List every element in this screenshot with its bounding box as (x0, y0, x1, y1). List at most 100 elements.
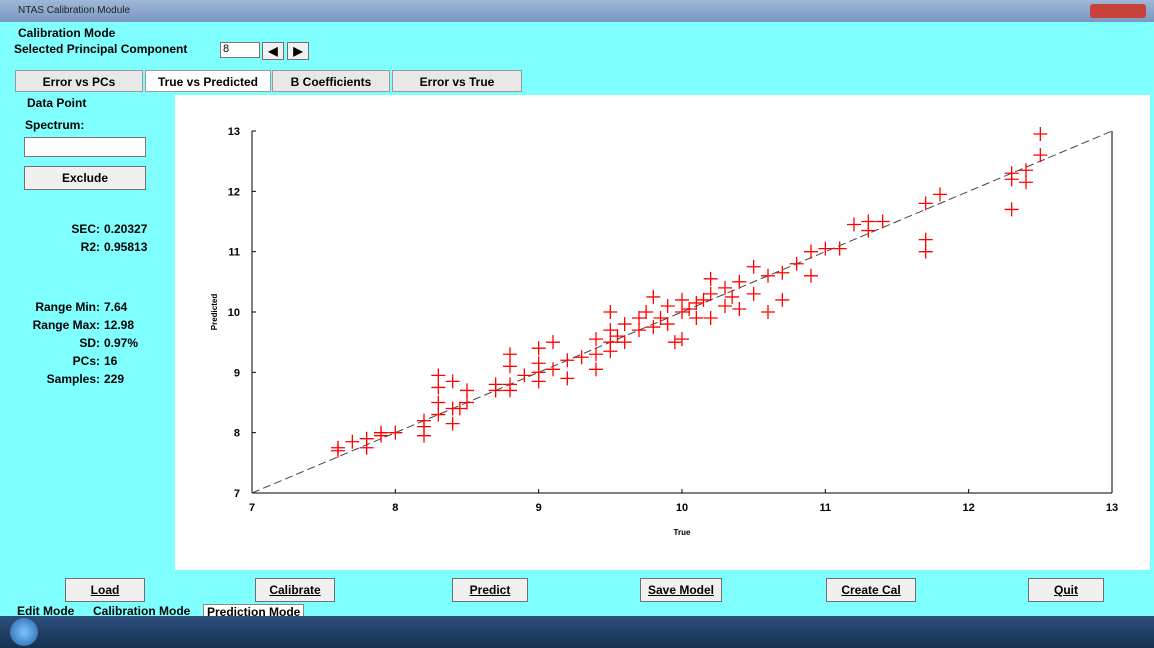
data-point (589, 332, 603, 347)
data-point (503, 347, 517, 362)
data-point (818, 241, 833, 256)
stat-label: PCs: (72, 354, 100, 368)
mode-tab[interactable]: Edit Mode (17, 604, 75, 618)
chart: 7 8 9 10 11 12 13 7 8 9 10 11 12 13 True Predicted (210, 126, 1118, 537)
data-point (431, 368, 446, 383)
data-point (460, 395, 474, 410)
data-point (761, 305, 775, 319)
data-point (546, 362, 560, 377)
data-point (603, 305, 618, 319)
data-point (667, 335, 682, 350)
data-point (660, 317, 675, 332)
stat-label: SD: (79, 336, 100, 350)
tab[interactable]: True vs Predicted (145, 70, 271, 92)
spectrum-label: Spectrum: (25, 118, 85, 132)
data-point (746, 286, 761, 301)
x-tick-label: 10 (676, 502, 688, 514)
data-point (517, 368, 532, 383)
data-point (718, 280, 732, 295)
data-point (696, 292, 711, 307)
data-point (603, 323, 618, 338)
prev-pc-button[interactable]: ◀ (262, 42, 284, 60)
data-point (775, 265, 790, 280)
data-point (725, 289, 740, 304)
x-tick-label: 7 (249, 502, 255, 514)
y-tick-label: 9 (234, 367, 240, 379)
data-point (703, 311, 718, 326)
data-point (503, 359, 517, 374)
x-tick-label: 9 (536, 502, 542, 514)
pc-label: Selected Principal Component (14, 42, 188, 56)
data-point (374, 428, 388, 443)
data-point (431, 395, 446, 410)
data-point (718, 298, 732, 313)
data-point (789, 256, 804, 271)
pc-input[interactable]: 8 (220, 42, 260, 58)
data-point (761, 268, 775, 283)
exclude-button[interactable]: Exclude (24, 166, 146, 190)
tab[interactable]: B Coefficients (272, 70, 390, 92)
mode-tab[interactable]: Calibration Mode (93, 604, 191, 618)
button[interactable]: Calibrate (255, 578, 335, 602)
data-point (589, 347, 603, 362)
data-point (1019, 175, 1033, 190)
stat-label: R2: (80, 240, 100, 254)
data-point (503, 377, 517, 392)
title-bar: NTAS Calibration Module (0, 0, 1154, 22)
data-point (675, 332, 689, 347)
data-point (1019, 163, 1033, 178)
data-point (589, 362, 603, 377)
data-point (560, 371, 575, 386)
button[interactable]: Save Model (640, 578, 722, 602)
data-point (682, 301, 697, 316)
data-point (560, 353, 575, 368)
data-point (746, 259, 761, 274)
next-pc-button[interactable]: ▶ (287, 42, 309, 60)
button[interactable]: Load (65, 578, 145, 602)
spectrum-input[interactable] (24, 137, 146, 157)
data-point (933, 187, 947, 202)
data-point (918, 196, 933, 211)
data-point (861, 223, 876, 238)
data-point (610, 329, 625, 344)
data-point (832, 241, 847, 256)
data-point (452, 401, 467, 416)
panel-title: Data Point (27, 96, 87, 110)
data-point (345, 434, 360, 449)
x-tick-label: 13 (1106, 502, 1118, 514)
stat-value: 12.98 (104, 318, 135, 332)
data-point (1004, 202, 1019, 217)
data-point (703, 271, 718, 286)
data-point (804, 268, 818, 283)
y-tick-label: 8 (234, 428, 240, 440)
data-point (847, 217, 861, 232)
button[interactable]: Quit (1028, 578, 1104, 602)
stat-value: 7.64 (104, 300, 128, 314)
button[interactable]: Predict (452, 578, 528, 602)
data-point (660, 298, 675, 313)
data-point (1004, 172, 1019, 187)
data-point (732, 301, 747, 316)
y-tick-label: 13 (228, 126, 240, 138)
stat-value: 229 (104, 372, 125, 386)
data-point (1033, 127, 1048, 142)
data-point (732, 274, 747, 289)
stat-label: Samples: (46, 372, 100, 386)
data-point (531, 341, 546, 356)
data-point (359, 440, 374, 455)
stat-label: SEC: (71, 222, 100, 236)
data-point (675, 305, 689, 319)
start-button[interactable] (10, 618, 38, 646)
data-point (331, 440, 345, 455)
data-point (417, 419, 431, 434)
data-point (775, 292, 790, 307)
tab[interactable]: Error vs True (392, 70, 522, 92)
y-tick-label: 12 (228, 186, 240, 198)
tab[interactable]: Error vs PCs (15, 70, 143, 92)
data-point (804, 244, 818, 259)
data-point (460, 383, 474, 398)
button[interactable]: Create Cal (826, 578, 916, 602)
close-button[interactable] (1090, 4, 1146, 18)
data-point (639, 305, 654, 319)
